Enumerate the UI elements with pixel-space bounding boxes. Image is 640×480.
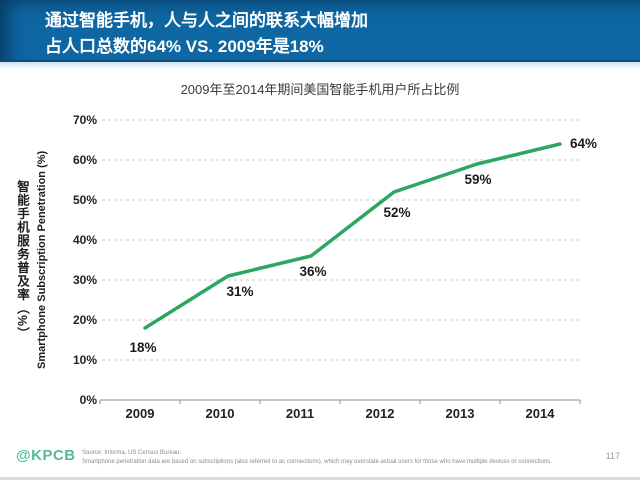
x-tick-label: 2014 xyxy=(526,406,556,421)
data-label: 59% xyxy=(464,172,491,187)
x-tick-label: 2010 xyxy=(206,406,235,421)
data-label: 18% xyxy=(129,340,156,355)
header-fade-strip xyxy=(0,62,640,69)
source-line2: Smartphone penetration data are based on… xyxy=(82,459,552,465)
x-tick-label: 2009 xyxy=(126,406,155,421)
y-tick-label: 60% xyxy=(73,153,97,167)
y-tick-label: 10% xyxy=(73,353,97,367)
x-tick-label: 2013 xyxy=(446,406,475,421)
x-tick-label: 2011 xyxy=(286,406,314,421)
x-tick-label: 2012 xyxy=(366,406,395,421)
y-axis-label-chinese: 智能手机服务普及率（%） xyxy=(15,179,29,341)
bottom-edge-strip xyxy=(0,477,640,480)
source-text: Source: Informa, US Census Bureau. Smart… xyxy=(82,449,572,467)
chart-title: 2009年至2014年期间美国智能手机用户所占比例 xyxy=(180,82,460,97)
kpcb-logo: @KPCB xyxy=(16,447,76,464)
y-tick-label: 0% xyxy=(80,393,98,407)
header-banner: 通过智能手机，人与人之间的联系大幅增加 占人口总数的64% VS. 2009年是… xyxy=(0,0,640,62)
data-label: 64% xyxy=(570,136,597,151)
data-label: 52% xyxy=(383,205,410,220)
y-tick-label: 30% xyxy=(73,273,97,287)
y-tick-label: 50% xyxy=(73,193,97,207)
y-tick-label: 40% xyxy=(73,233,97,247)
y-tick-label: 20% xyxy=(73,313,97,327)
headline-line1: 通过智能手机，人与人之间的联系大幅增加 xyxy=(45,11,368,30)
source-line1: Source: Informa, US Census Bureau. xyxy=(82,450,182,456)
page-number: 117 xyxy=(605,451,620,461)
data-label: 36% xyxy=(299,264,326,279)
headline-line2: 占人口总数的64% VS. 2009年是18% xyxy=(45,37,324,56)
data-label: 31% xyxy=(226,284,253,299)
y-tick-label: 70% xyxy=(73,113,97,127)
penetration-trend-line xyxy=(143,142,562,330)
